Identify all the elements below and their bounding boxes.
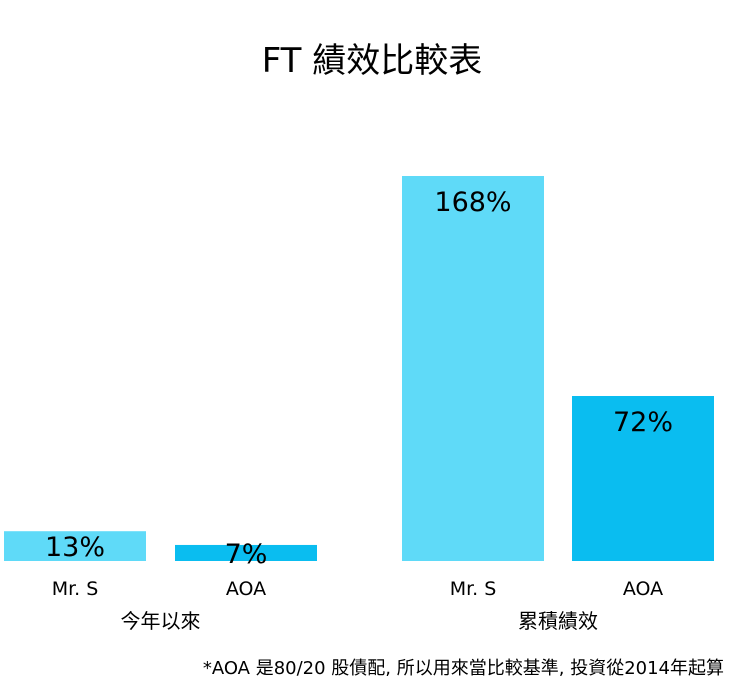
value-label: 7% [225,539,268,570]
category-label: Mr. S [52,578,99,600]
chart-title: FT 績效比較表 [262,41,483,81]
bars-layer [4,176,714,561]
value-label: 168% [434,187,511,218]
bar-ytd-mrs [4,531,146,561]
category-label: AOA [623,578,663,600]
value-label: 13% [45,532,105,563]
bar-cumulative-aoa [572,396,714,561]
labels-layer: 13% Mr. S 7% AOA 今年以來 168% Mr. S 72% AOA 累積績效 [45,187,673,633]
bar-cumulative-mrs [402,176,544,561]
value-label: 72% [613,407,673,438]
bar-ytd-aoa [175,544,317,561]
group-label: 今年以來 [121,609,201,633]
group-label: 累積績效 [518,609,598,633]
footnote: *AOA 是80/20 股債配, 所以用來當比較基準, 投資從2014年起算 [203,658,724,679]
category-label: AOA [226,578,266,600]
category-label: Mr. S [450,578,497,600]
